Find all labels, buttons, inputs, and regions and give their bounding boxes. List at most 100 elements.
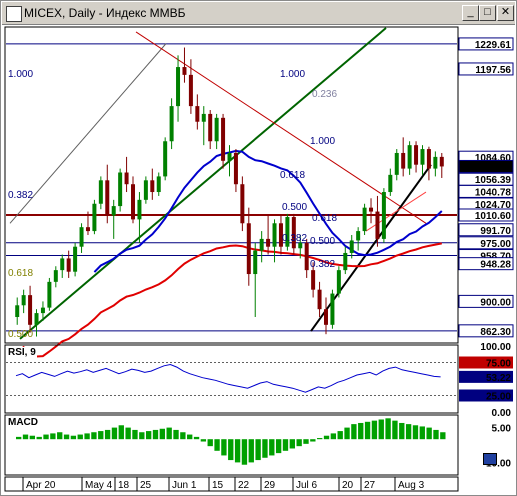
- short-uptrend-line: [310, 164, 432, 332]
- rsi-pane-frame: [4, 344, 459, 414]
- macd-axis-text: -10.00: [483, 458, 512, 469]
- candle-body: [323, 309, 328, 325]
- window-titlebar[interactable]: MICEX, Daily - Индекс ММВБ _ □ ✕: [2, 2, 515, 25]
- macd-bar: [70, 435, 77, 440]
- macd-bar: [207, 439, 213, 447]
- sma-blue-line: [93, 149, 443, 273]
- candle-body: [349, 240, 354, 253]
- macd-bar: [269, 439, 275, 456]
- price-label-text: 1056.39: [475, 175, 512, 186]
- candle-body: [92, 203, 97, 232]
- candle-body: [105, 180, 110, 216]
- close-button[interactable]: ✕: [497, 5, 514, 21]
- price-label-text: 1040.78: [475, 187, 512, 198]
- time-axis-label: Aug 3: [398, 480, 425, 491]
- macd-bar: [310, 439, 316, 442]
- candle-body: [356, 231, 361, 241]
- candle-body: [304, 242, 309, 271]
- macd-bar: [296, 439, 302, 447]
- price-label-text: 1084.60: [475, 153, 512, 164]
- macd-bar: [200, 439, 207, 442]
- macd-bar: [358, 422, 364, 440]
- fib-label-mid-0382: 0.382: [282, 233, 307, 244]
- candle-body: [407, 145, 412, 169]
- candle-body: [124, 172, 129, 185]
- macd-indicator: [16, 418, 446, 465]
- rsi-axis-text: 0.00: [492, 408, 512, 419]
- price-label-text: 975.00: [480, 239, 511, 250]
- macd-bar: [29, 435, 36, 440]
- candle-body: [214, 117, 219, 142]
- macd-bar: [344, 427, 350, 440]
- time-axis-label: Jun 1: [172, 480, 197, 491]
- candle-body: [182, 67, 187, 75]
- price-label-box: [458, 184, 514, 198]
- candle-body: [343, 252, 348, 271]
- candle-body: [156, 176, 161, 193]
- price-label: 1010.60: [458, 208, 514, 222]
- macd-bar: [419, 426, 425, 440]
- candle-body: [118, 172, 123, 207]
- candle-body: [143, 180, 148, 200]
- restore-button[interactable]: □: [479, 5, 496, 21]
- macd-bar: [248, 439, 254, 463]
- chart-area[interactable]: 1.000 0.382 0.618 0.500 1.000 0.236 1.00…: [2, 25, 515, 493]
- rsi-axis-label: 100.00: [480, 342, 511, 353]
- candle-body: [311, 270, 316, 290]
- candle-body: [439, 156, 444, 167]
- candle-body: [40, 307, 45, 314]
- price-label: 1072.75: [458, 159, 514, 173]
- candle-body: [381, 192, 386, 239]
- price-label-box: [458, 294, 514, 308]
- macd-bar: [399, 422, 405, 440]
- macd-bar: [351, 424, 357, 440]
- macd-bar: [385, 418, 391, 440]
- candle-body: [330, 293, 335, 325]
- price-label-text: 1072.75: [475, 162, 512, 173]
- macd-bar: [63, 434, 70, 440]
- macd-bar: [262, 439, 268, 458]
- time-axis-label: 22: [238, 480, 250, 491]
- rsi-axis-box: [459, 370, 513, 383]
- macd-pane-frame: [4, 414, 459, 476]
- candle-body: [253, 250, 258, 275]
- candle-body: [28, 295, 33, 325]
- time-axis-label: 29: [264, 480, 276, 491]
- candle-body: [163, 141, 168, 177]
- rsi-axis-label: 53.22: [459, 370, 513, 384]
- macd-bar: [412, 425, 419, 440]
- price-label-text: 948.28: [480, 260, 511, 271]
- minimize-button[interactable]: _: [462, 5, 479, 21]
- price-label: 862.30: [458, 324, 514, 338]
- time-axis-frame: [4, 476, 459, 492]
- chart-canvas[interactable]: 1.000 0.382 0.618 0.500 1.000 0.236 1.00…: [2, 25, 515, 493]
- candle-body: [291, 217, 296, 249]
- sma-red-line: [16, 242, 442, 358]
- macd-bar: [145, 431, 152, 440]
- macd-bar: [22, 434, 29, 440]
- macd-bar: [43, 434, 49, 440]
- channel-upper-line: [9, 43, 167, 224]
- price-label-box: [458, 324, 514, 338]
- macd-bar: [275, 439, 282, 454]
- macd-bar: [303, 439, 309, 444]
- price-label-text: 1229.61: [475, 40, 512, 51]
- candle-body: [317, 289, 322, 310]
- candle-body: [240, 184, 245, 224]
- scroll-to-end-icon[interactable]: [483, 453, 497, 465]
- macd-bar: [187, 434, 193, 440]
- candle-body: [246, 223, 251, 275]
- time-axis: Apr 20 May 4 18 25 Jun 1 15 22 29 Jul 6 20 27 Aug 3: [22, 477, 425, 491]
- fib-label-top-0236: 0.236: [312, 89, 337, 100]
- candle-body: [278, 223, 283, 247]
- macd-bar: [180, 432, 186, 440]
- macd-bar: [139, 432, 145, 440]
- fib-label-left-0382: 0.382: [8, 190, 33, 201]
- price-label-box: [458, 236, 514, 250]
- candle-body: [150, 180, 155, 193]
- macd-bar: [241, 439, 248, 465]
- macd-bar: [378, 419, 384, 440]
- time-axis-label: Jul 6: [296, 480, 318, 491]
- macd-bar: [433, 429, 439, 440]
- macd-bar: [104, 429, 111, 440]
